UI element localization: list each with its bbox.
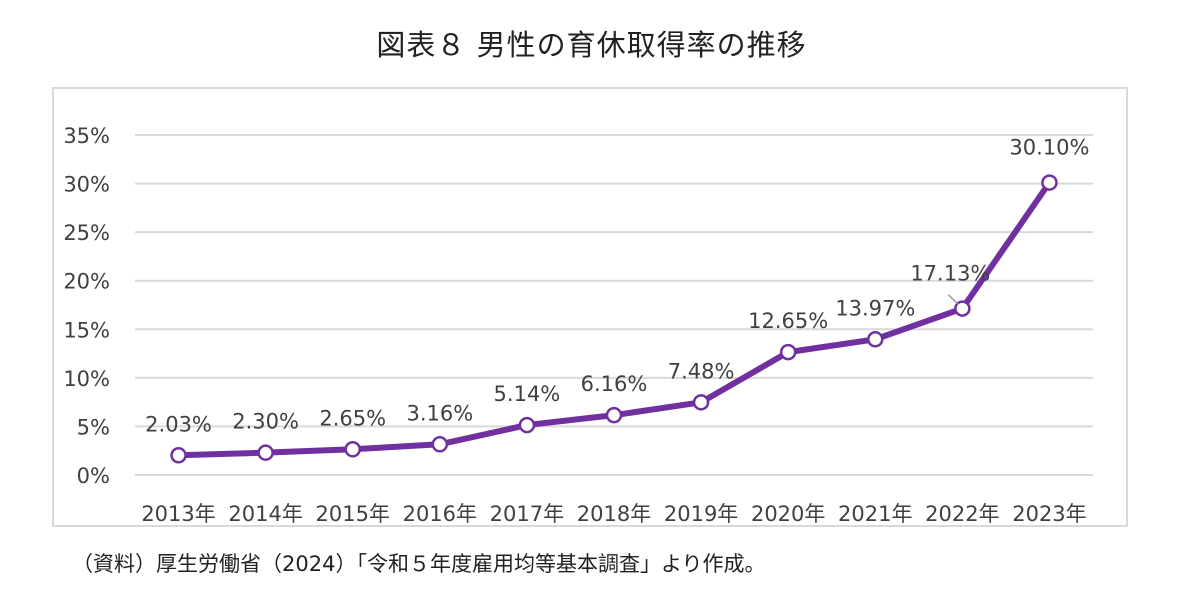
chart-title: 図表８ 男性の育休取得率の推移 — [376, 28, 807, 62]
data-point — [1041, 174, 1058, 191]
x-tick-label: 2018年 — [577, 502, 651, 526]
data-label: 5.14% — [494, 382, 561, 406]
data-label: 2.30% — [232, 410, 299, 434]
data-point — [605, 406, 623, 424]
data-label: 13.97% — [835, 296, 915, 320]
label-leader-line — [947, 294, 959, 306]
data-label: 6.16% — [581, 372, 648, 396]
y-tick-label: 15% — [63, 318, 110, 342]
data-label: 3.16% — [406, 401, 473, 425]
data-label: 2.65% — [319, 406, 386, 430]
y-tick-label: 0% — [77, 464, 110, 488]
data-label: 7.48% — [668, 359, 735, 383]
y-tick-label: 25% — [63, 221, 110, 245]
data-point — [431, 436, 449, 453]
y-tick-label: 20% — [63, 270, 110, 294]
x-tick-label: 2023年 — [1012, 502, 1086, 526]
x-tick-label: 2013年 — [141, 502, 215, 526]
data-label: 17.13% — [910, 262, 990, 286]
x-tick-label: 2019年 — [664, 502, 738, 526]
data-label: 2.03% — [145, 412, 212, 436]
x-tick-label: 2014年 — [228, 502, 302, 526]
data-label: 12.65% — [748, 309, 828, 333]
x-tick-label: 2015年 — [316, 502, 390, 526]
x-tick-label: 2022年 — [925, 502, 999, 526]
data-label: 30.10% — [1009, 136, 1089, 160]
x-tick-label: 2017年 — [490, 502, 564, 526]
y-tick-label: 30% — [63, 173, 110, 197]
x-tick-label: 2016年 — [403, 502, 477, 526]
y-tick-label: 35% — [63, 124, 110, 148]
y-tick-label: 10% — [63, 367, 110, 391]
data-point — [257, 444, 274, 461]
x-tick-label: 2020年 — [751, 502, 825, 526]
data-point — [170, 447, 187, 464]
data-point — [867, 331, 884, 348]
data-point — [344, 441, 361, 458]
data-point — [692, 394, 710, 411]
data-point — [518, 416, 536, 434]
source-note: （資料）厚生労働省（2024）「令和５年度雇用均等基本調査」より作成。 — [72, 552, 766, 576]
x-tick-label: 2021年 — [838, 502, 912, 526]
data-point — [779, 343, 797, 361]
y-tick-label: 5% — [77, 415, 110, 439]
data-point — [954, 300, 971, 317]
